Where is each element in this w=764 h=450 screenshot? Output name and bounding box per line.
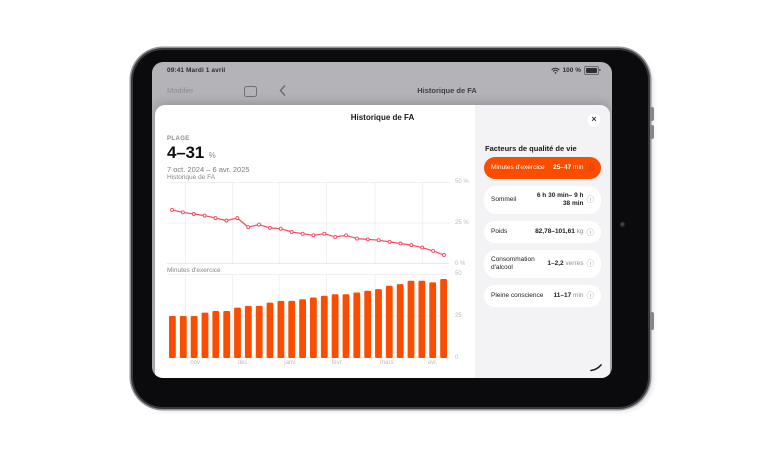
fa-history-modal: Historique de FA PLAGE 4–31 % 7 oct. 202… — [155, 105, 610, 378]
range-unit: % — [208, 151, 216, 160]
life-factor-pill[interactable]: Minutes d'exercice 25–47 min ⓘ — [484, 157, 601, 179]
x-axis-month-label: déc. — [237, 360, 250, 366]
multitask-icon[interactable] — [244, 86, 257, 97]
volume-up-button[interactable] — [650, 107, 654, 121]
info-icon[interactable]: ⓘ — [586, 291, 595, 301]
factor-label: Poids — [491, 228, 508, 236]
back-chevron-icon[interactable] — [279, 85, 286, 96]
factor-label: Sommeil — [491, 196, 517, 204]
ipad-device: 09:41 Mardi 1 avril 100 % Modifier — [133, 50, 654, 407]
x-axis-month-label: nov. — [190, 360, 202, 366]
info-icon[interactable]: ⓘ — [586, 195, 595, 205]
bar-chart-title: Minutes d'exercice — [167, 267, 221, 274]
status-bar: 09:41 Mardi 1 avril 100 % — [152, 62, 612, 78]
factor-unit: verres — [563, 259, 584, 267]
line-chart-title: Historique de FA — [167, 174, 216, 181]
front-camera — [620, 222, 626, 228]
factor-unit: min — [571, 291, 584, 299]
y-axis-tick: 50 — [455, 271, 462, 277]
factor-value: 1–2,2 verres — [547, 259, 584, 267]
life-factor-pill[interactable]: Pleine conscience 11–17 min ⓘ — [484, 284, 601, 307]
factor-value: 25–47 min — [553, 163, 584, 171]
battery-percent: 100 % — [562, 66, 581, 74]
background-navbar: Modifier Historique de FA — [152, 78, 612, 105]
life-factor-pill[interactable]: Sommeil 6 h 30 min– 9 h 38 min ⓘ — [484, 186, 601, 215]
bar-chart-svg — [167, 274, 449, 358]
date-range: 7 oct. 2024 – 6 avr. 2025 — [167, 165, 250, 174]
corner-resize-indicator[interactable] — [590, 364, 603, 374]
y-axis-tick: 0 — [455, 355, 459, 361]
factor-unit: min — [571, 163, 584, 171]
y-axis-tick: 25 % — [455, 220, 469, 226]
status-date: Mardi 1 avril — [186, 67, 226, 74]
x-axis-month-label: janv. — [284, 360, 297, 366]
life-factors-panel: × Facteurs de qualité de vie Minutes d'e… — [475, 105, 610, 378]
battery-icon — [584, 66, 601, 75]
info-icon[interactable]: ⓘ — [586, 259, 595, 269]
fa-history-line-chart: 50 % 25 % 0 % — [167, 179, 469, 267]
factor-value: 6 h 30 min– 9 h 38 min — [536, 192, 584, 208]
side-button[interactable] — [650, 312, 654, 330]
factor-label: Minutes d'exercice — [491, 164, 545, 172]
factor-unit: kg — [574, 228, 584, 236]
life-factor-pill[interactable]: Consommation d'alcool 1–2,2 verres ⓘ — [484, 250, 601, 278]
y-axis-tick: 0 % — [455, 261, 466, 267]
line-chart-svg — [167, 182, 449, 264]
clock-date: 09:41 Mardi 1 avril — [167, 67, 225, 74]
x-axis-month-label: févr. — [331, 360, 343, 366]
volume-down-button[interactable] — [650, 125, 654, 139]
exercise-minutes-bar-chart: 50 25 0 — [167, 271, 462, 361]
screen: 09:41 Mardi 1 avril 100 % Modifier — [152, 62, 612, 378]
info-icon[interactable]: ⓘ — [586, 163, 595, 173]
month-axis-labels: nov. déc. janv. févr. mars avr. — [167, 360, 449, 368]
navbar-title: Historique de FA — [417, 86, 477, 95]
info-icon[interactable]: ⓘ — [586, 227, 595, 237]
edit-button[interactable]: Modifier — [167, 86, 194, 95]
factor-label: Consommation d'alcool — [491, 256, 535, 272]
life-factor-pill[interactable]: Poids 82,78–101,61 kg ⓘ — [484, 221, 601, 244]
factor-label: Pleine conscience — [491, 291, 544, 299]
x-axis-month-label: mars — [380, 360, 394, 366]
status-time: 09:41 — [167, 67, 185, 74]
y-axis-tick: 25 — [455, 313, 462, 319]
x-axis-month-label: avr. — [427, 360, 438, 366]
life-factors-title: Facteurs de qualité de vie — [485, 144, 577, 153]
range-value: 4–31 % — [167, 143, 216, 162]
factor-value: 11–17 min — [553, 291, 584, 299]
range-label: PLAGE — [167, 136, 190, 142]
modal-title: Historique de FA — [350, 113, 415, 122]
y-axis-tick: 50 % — [455, 179, 469, 185]
factor-value: 82,78–101,61 kg — [535, 228, 584, 236]
close-button[interactable]: × — [587, 113, 601, 127]
wifi-icon — [550, 67, 560, 74]
